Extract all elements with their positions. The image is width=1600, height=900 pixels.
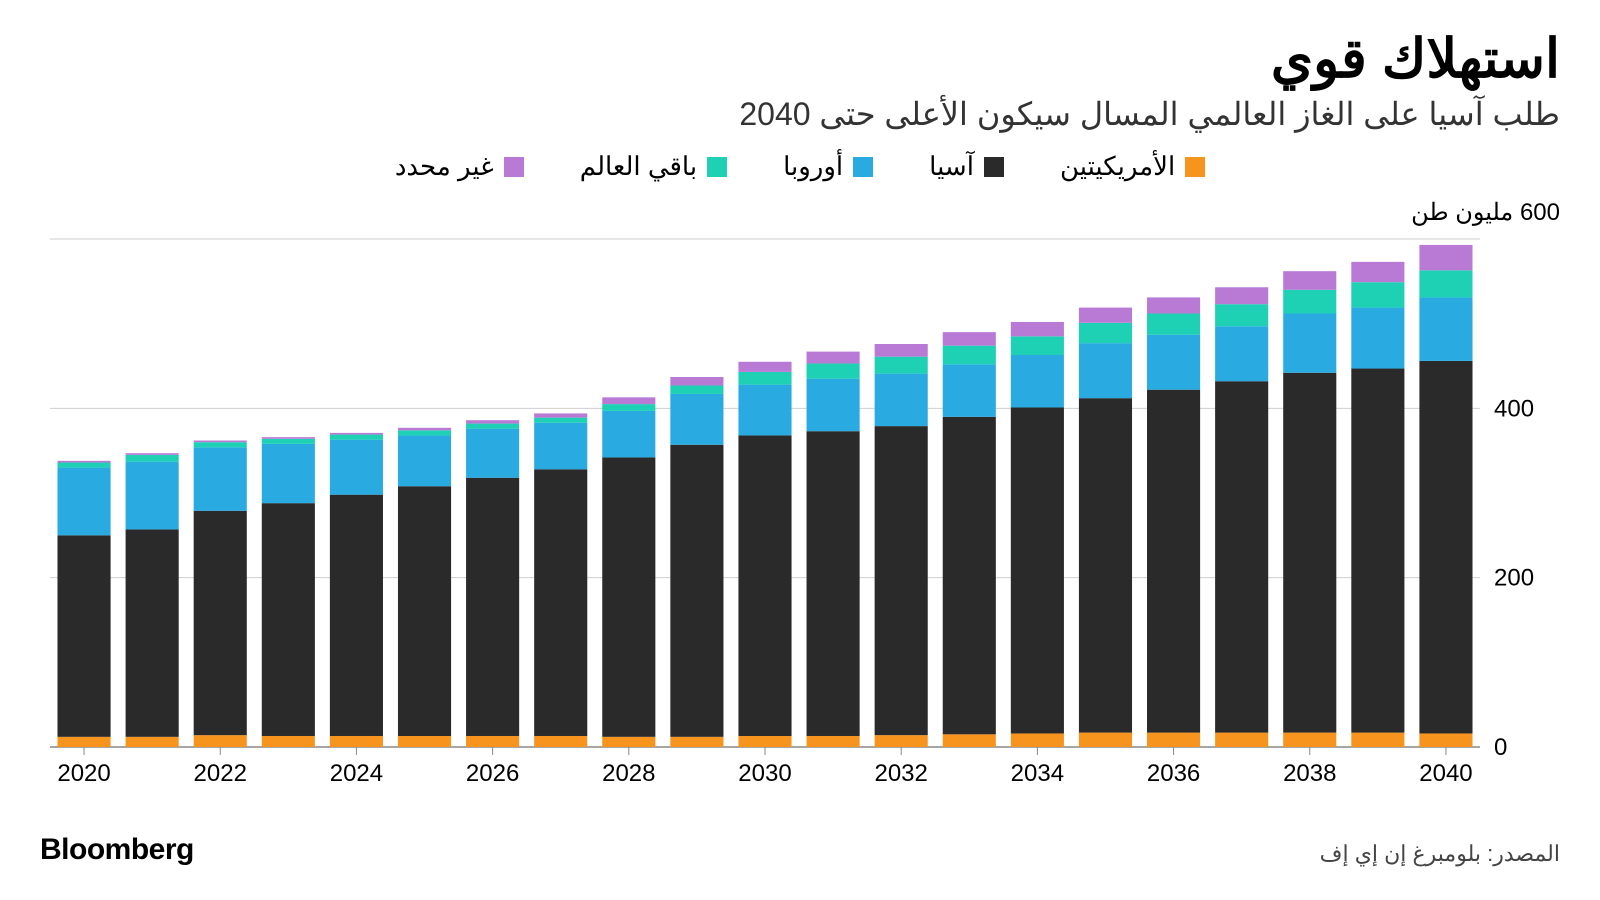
- svg-text:2034: 2034: [1011, 760, 1064, 787]
- legend-item-asia: آسيا: [929, 151, 1004, 182]
- legend-label-unspecified: غير محدد: [395, 151, 494, 182]
- legend-swatch-europe: [853, 157, 873, 177]
- chart-svg: 0 200 400 2020 2022 2024 2026 2028 2030 2032 2034 2…: [40, 231, 1560, 791]
- legend-label-americas: الأمريكيتين: [1060, 151, 1175, 182]
- legend-label-asia: آسيا: [929, 151, 974, 182]
- legend-item-americas: الأمريكيتين: [1060, 151, 1205, 182]
- svg-text:2036: 2036: [1147, 760, 1200, 787]
- svg-text:2028: 2028: [602, 760, 655, 787]
- svg-text:2022: 2022: [194, 760, 247, 787]
- chart-legend: الأمريكيتين آسيا أوروبا باقي العالم غير محدد: [40, 151, 1560, 182]
- legend-label-europe: أوروبا: [783, 151, 843, 182]
- svg-text:2030: 2030: [738, 760, 791, 787]
- svg-text:400: 400: [1494, 396, 1534, 423]
- chart-area: 0 200 400 2020 2022 2024 2026 2028 2030 2032 2034 2…: [40, 231, 1560, 791]
- legend-item-rest: باقي العالم: [580, 151, 727, 182]
- legend-item-unspecified: غير محدد: [395, 151, 524, 182]
- svg-text:2020: 2020: [57, 760, 110, 787]
- source-text: المصدر: بلومبرغ إن إي إف: [1320, 841, 1560, 867]
- svg-text:2040: 2040: [1419, 760, 1472, 787]
- chart-container: استهلاك قوي طلب آسيا على الغاز العالمي ا…: [0, 0, 1600, 900]
- legend-swatch-rest: [707, 157, 727, 177]
- legend-swatch-americas: [1185, 157, 1205, 177]
- y-axis-first-tick: 600: [1520, 199, 1560, 226]
- svg-text:0: 0: [1494, 734, 1507, 761]
- brand-logo: Bloomberg: [40, 833, 194, 867]
- chart-title: استهلاك قوي: [40, 30, 1560, 89]
- legend-label-rest: باقي العالم: [580, 151, 697, 182]
- svg-text:2026: 2026: [466, 760, 519, 787]
- legend-item-europe: أوروبا: [783, 151, 873, 182]
- svg-text:2038: 2038: [1283, 760, 1336, 787]
- svg-text:200: 200: [1494, 565, 1534, 592]
- chart-subtitle: طلب آسيا على الغاز العالمي المسال سيكون …: [40, 95, 1560, 133]
- y-axis-title: 600 مليون طن: [40, 198, 1560, 227]
- chart-footer: Bloomberg المصدر: بلومبرغ إن إي إف: [40, 833, 1560, 867]
- legend-swatch-asia: [984, 157, 1004, 177]
- legend-swatch-unspecified: [504, 157, 524, 177]
- svg-text:2032: 2032: [874, 760, 927, 787]
- y-axis-unit: مليون طن: [1411, 199, 1513, 226]
- svg-text:2024: 2024: [330, 760, 383, 787]
